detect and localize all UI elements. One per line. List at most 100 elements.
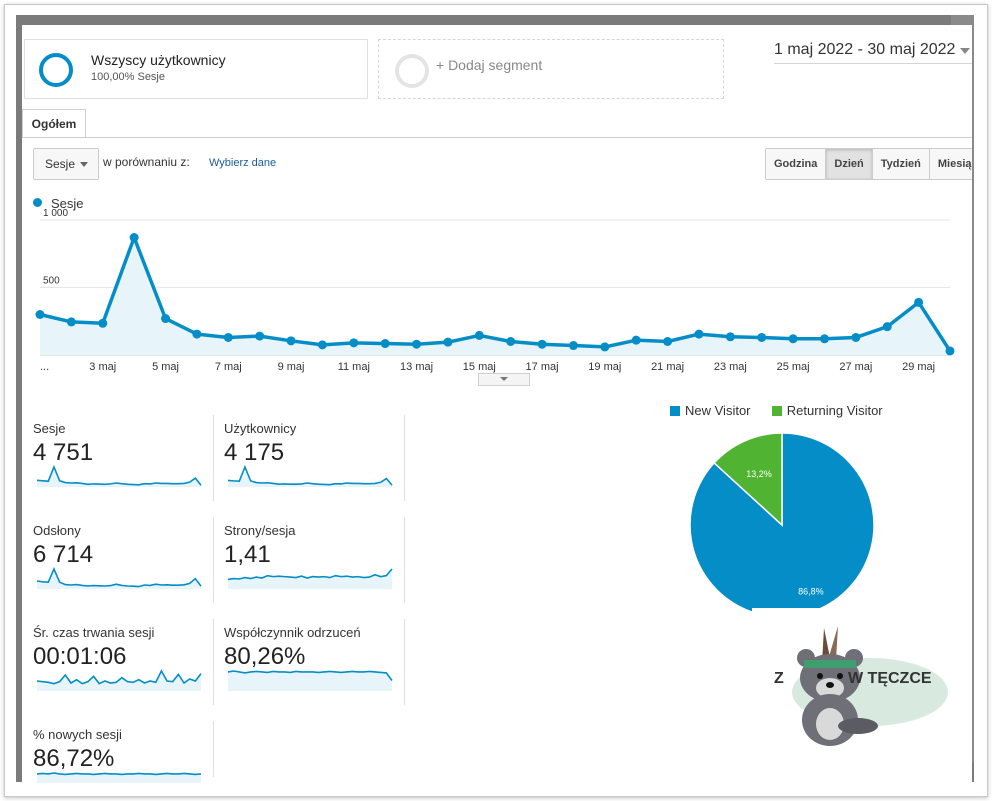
- x-tick-label: 7 maj: [215, 361, 242, 373]
- x-tick-label: 23 maj: [714, 361, 747, 373]
- data-point[interactable]: [35, 310, 45, 319]
- sparkline-line: [36, 772, 202, 776]
- scorecard-name: Użytkownicy: [224, 421, 297, 436]
- data-point[interactable]: [914, 297, 924, 307]
- sparkline-line: [227, 568, 393, 581]
- scorecard[interactable]: Odsłony 6 714: [33, 523, 213, 623]
- period-month-button[interactable]: Miesiąc: [937, 158, 972, 170]
- data-point[interactable]: [568, 341, 578, 351]
- legend-dot-icon: [33, 198, 42, 207]
- segment-all-users[interactable]: Wszyscy użytkownicy 100,00% Sesje: [24, 39, 368, 99]
- scorecard[interactable]: Śr. czas trwania sesji 00:01:06: [33, 625, 213, 725]
- x-tick-label: 21 maj: [651, 361, 684, 373]
- period-hour-button[interactable]: Godzina: [766, 149, 827, 179]
- scorecard-value: 4 175: [224, 439, 285, 466]
- data-point[interactable]: [161, 314, 171, 324]
- data-point[interactable]: [286, 336, 296, 346]
- scorecard-divider: [404, 619, 405, 705]
- date-range-picker[interactable]: 1 maj 2022 - 30 maj 2022: [774, 41, 972, 64]
- scorecard[interactable]: Użytkownicy 4 175: [224, 421, 404, 521]
- scorecard-divider: [404, 517, 405, 603]
- x-tick-label: 29 maj: [902, 361, 935, 373]
- scorecard-value: 4 751: [33, 439, 94, 466]
- period-toggle-group: Godzina Dzień Tydzień Miesiąc: [765, 148, 972, 180]
- y-tick-label: 500: [43, 276, 60, 287]
- compare-label: w porównaniu z:: [103, 155, 190, 169]
- sparkline-line: [36, 567, 202, 588]
- scorecard-name: Strony/sesja: [224, 523, 296, 538]
- data-point[interactable]: [819, 334, 829, 344]
- segment-title: Wszyscy użytkownicy: [91, 52, 226, 68]
- data-point[interactable]: [317, 340, 327, 350]
- scorecard-sparkline: [36, 465, 202, 487]
- period-week-button[interactable]: Tydzień: [873, 149, 930, 179]
- data-point[interactable]: [66, 317, 76, 327]
- chevron-down-icon: [500, 377, 508, 381]
- data-point[interactable]: [882, 322, 892, 332]
- sparkline-line: [36, 669, 202, 685]
- scorecard-name: Śr. czas trwania sesji: [33, 625, 155, 640]
- period-day-button[interactable]: Dzień: [826, 149, 873, 179]
- metric-select-label: Sesje: [45, 157, 76, 171]
- chevron-down-icon[interactable]: [960, 48, 970, 54]
- x-tick-label: 5 maj: [152, 361, 179, 373]
- sparkline-line: [227, 465, 393, 486]
- add-segment-button[interactable]: + Dodaj segment: [378, 39, 724, 99]
- scorecard[interactable]: Strony/sesja 1,41: [224, 523, 404, 623]
- data-point[interactable]: [788, 334, 798, 344]
- data-point[interactable]: [851, 332, 861, 342]
- sparkline-area: [37, 773, 201, 783]
- data-point[interactable]: [600, 342, 610, 352]
- scorecard-value: 80,26%: [224, 643, 306, 670]
- scorecard[interactable]: % nowych sesji 86,72%: [33, 727, 213, 783]
- legend-returning-visitor: Returning Visitor: [786, 403, 883, 418]
- select-metric-link[interactable]: Wybierz dane: [209, 157, 277, 169]
- logo-text: W TĘCZCE: [848, 670, 932, 687]
- data-point[interactable]: [223, 332, 233, 342]
- tab-overview[interactable]: Ogółem: [22, 109, 86, 138]
- data-point[interactable]: [725, 332, 735, 342]
- data-point[interactable]: [945, 346, 955, 356]
- metric-select[interactable]: Sesje: [33, 148, 99, 180]
- chart-expander-button[interactable]: [478, 373, 530, 386]
- chart-legend-label: Sesje: [51, 196, 84, 211]
- data-point[interactable]: [537, 339, 547, 349]
- scorecard[interactable]: Sesje 4 751: [33, 421, 213, 521]
- data-point[interactable]: [631, 335, 641, 345]
- scorecard-value: 1,41: [224, 541, 271, 568]
- legend-new-visitor: New Visitor: [685, 403, 751, 418]
- legend-swatch-returning: [771, 406, 782, 416]
- watermark-logo: Z W TĘCZCE: [752, 608, 962, 766]
- segment-ring-icon: [39, 53, 73, 87]
- sparkline-area: [228, 671, 392, 691]
- analytics-panel: Wszyscy użytkownicy 100,00% Sesje + Doda…: [22, 25, 972, 783]
- data-point[interactable]: [474, 330, 484, 340]
- data-point[interactable]: [443, 337, 453, 347]
- add-segment-label: + Dodaj segment: [436, 57, 543, 73]
- x-tick-label: 27 maj: [839, 361, 872, 373]
- scorecard-sparkline: [36, 669, 202, 691]
- data-point[interactable]: [255, 331, 265, 341]
- data-point[interactable]: [98, 318, 108, 328]
- pie-slice[interactable]: [713, 432, 783, 527]
- scorecard-divider: [213, 619, 214, 705]
- data-point[interactable]: [663, 337, 673, 346]
- data-point[interactable]: [506, 337, 516, 346]
- scorecard-value: 00:01:06: [33, 643, 127, 670]
- segment-subtitle: 100,00% Sesje: [91, 71, 165, 83]
- data-point[interactable]: [380, 339, 390, 349]
- x-tick-label: 13 maj: [400, 361, 433, 373]
- data-point[interactable]: [349, 338, 359, 348]
- series-line-sesje: [39, 235, 952, 352]
- data-point[interactable]: [192, 329, 202, 339]
- data-point[interactable]: [412, 339, 422, 349]
- legend-swatch-new: [670, 406, 680, 416]
- data-point[interactable]: [129, 233, 139, 243]
- logo-letter: Z: [774, 670, 784, 687]
- x-tick-label: 17 maj: [526, 361, 559, 373]
- scorecard-sparkline: [227, 670, 393, 691]
- scorecard[interactable]: Współczynnik odrzuceń 80,26%: [224, 625, 404, 725]
- data-point[interactable]: [694, 329, 704, 339]
- data-point[interactable]: [757, 332, 767, 342]
- pie-legend: New Visitor Returning Visitor: [670, 403, 883, 418]
